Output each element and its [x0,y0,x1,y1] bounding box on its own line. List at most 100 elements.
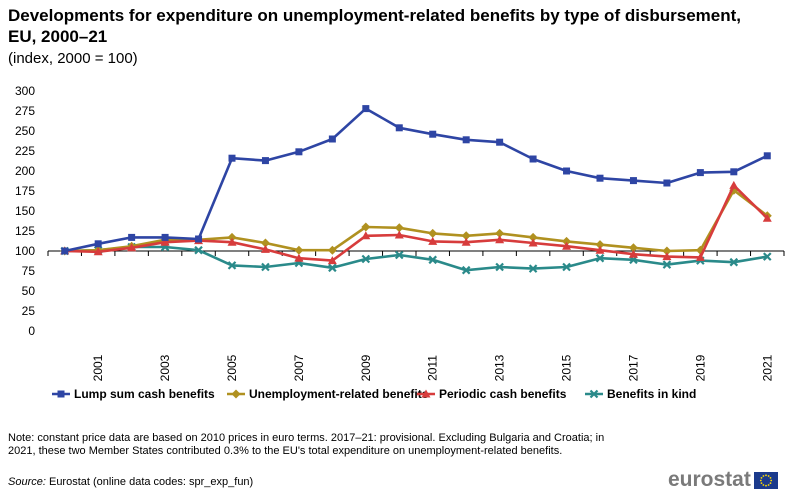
flag-star [767,474,770,477]
data-point [628,249,638,258]
flag-star [762,474,765,477]
series-line [64,245,768,272]
data-point [428,228,438,238]
flag-star [760,481,763,484]
data-point [428,255,438,265]
series-line [64,188,769,253]
flag-star [762,483,765,486]
y-tick-label: 100 [15,244,35,258]
y-tick-label: 200 [15,164,35,178]
legend-label: Unemployment-related benefits [249,387,429,401]
footnote: Note: constant price data are based on 2… [8,432,605,457]
y-tick-label: 75 [22,264,36,278]
x-tick-label: 2019 [693,354,707,381]
y-tick-label: 225 [15,144,35,158]
legend-label: Periodic cash benefits [439,387,567,401]
x-axis: 2001 2003 2005 2007 2009 2011 2013 2015 2017 2019… [47,250,785,381]
data-point [763,152,771,160]
data-point [662,252,672,261]
x-tick-label: 2021 [760,354,774,381]
data-point [294,253,304,262]
data-point [261,262,270,272]
y-tick-label: 175 [15,184,35,198]
data-point [528,264,538,273]
series-benefits-in-kind [60,242,772,275]
data-point [295,148,303,156]
series-lump-sum-cash-benefits [61,105,771,255]
data-point [595,253,605,263]
y-tick-label: 250 [15,124,35,138]
data-point [94,240,102,248]
data-point [730,168,738,176]
legend-marker [589,389,599,399]
x-tick-label: 2011 [426,355,440,381]
data-point [227,232,237,242]
data-point [529,155,537,163]
data-point [696,169,704,177]
data-point [328,135,336,143]
eurostat-logo-text: eurostat [668,468,751,491]
data-point [429,130,437,138]
data-point [128,233,136,241]
data-point [496,138,504,146]
flag-star [764,484,767,487]
data-point [260,244,270,253]
data-point [495,228,505,238]
data-point [495,262,504,272]
data-point [596,174,604,182]
source-line: Source: Eurostat (online data codes: spr… [8,476,253,489]
eurostat-logo: eurostat [668,468,778,492]
data-point [61,247,69,255]
data-point [361,231,371,240]
eu-flag-icon [753,471,778,489]
data-point [294,245,304,255]
flag-star [764,473,767,476]
legend-item: Periodic cash benefits [417,387,567,401]
data-point [362,105,370,113]
data-point [227,261,237,270]
data-point [662,246,672,256]
data-point [562,236,572,246]
data-point [194,245,203,255]
data-point [628,243,638,253]
data-point [461,237,471,246]
chart-subtitle: (index, 2000 = 100) [8,50,138,67]
chart-title: Developments for expenditure on unemploy… [8,6,742,46]
data-point [394,230,404,239]
legend-item: Unemployment-related benefits [227,387,429,401]
legend-marker [421,389,431,398]
x-tick-label: 2007 [292,354,306,381]
series-layer [60,105,772,275]
y-tick-label: 300 [15,84,35,98]
data-point [461,231,471,241]
y-tick-label: 50 [22,284,36,298]
legend-item: Benefits in kind [585,387,696,401]
x-tick-label: 2013 [493,354,507,381]
data-point [528,232,538,242]
legend-label: Lump sum cash benefits [74,387,215,401]
x-tick-label: 2009 [359,354,373,381]
series-periodic-cash-benefits [60,180,772,265]
legend: Lump sum cash benefits Unemployment-relat… [52,387,696,401]
data-point [562,262,571,272]
source-text: Eurostat (online data codes: spr_exp_fun… [45,476,254,488]
data-point [729,180,739,189]
data-point [327,256,337,265]
series-line [64,107,768,253]
data-point [361,254,371,264]
data-point [462,136,470,144]
flag-star [770,479,772,481]
data-point [563,167,571,175]
y-tick-label: 125 [15,224,35,238]
y-axis: 0 25 50 75 100 125 150 175 200 225 250 275 300 [15,84,35,338]
data-point [595,240,605,250]
data-point [160,237,170,246]
y-tick-label: 25 [22,304,36,318]
data-point [93,247,103,256]
legend-marker [231,389,241,399]
data-point [227,237,237,246]
y-tick-label: 275 [15,104,35,118]
data-point [261,157,269,165]
data-point [260,238,270,248]
